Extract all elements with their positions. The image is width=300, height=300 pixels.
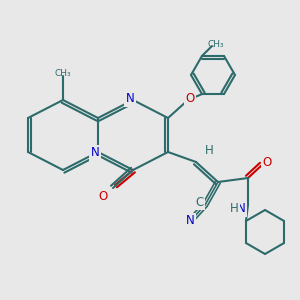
Text: CH₃: CH₃ bbox=[208, 40, 224, 49]
Text: O: O bbox=[185, 92, 195, 104]
Text: C: C bbox=[196, 196, 204, 208]
Text: O: O bbox=[98, 190, 108, 202]
Text: N: N bbox=[126, 92, 134, 106]
Text: H: H bbox=[205, 143, 213, 157]
Text: CH₃: CH₃ bbox=[55, 68, 71, 77]
Text: N: N bbox=[186, 214, 194, 227]
Text: N: N bbox=[237, 202, 245, 215]
Text: O: O bbox=[262, 157, 272, 169]
Text: N: N bbox=[91, 146, 99, 160]
Text: H: H bbox=[230, 202, 238, 215]
